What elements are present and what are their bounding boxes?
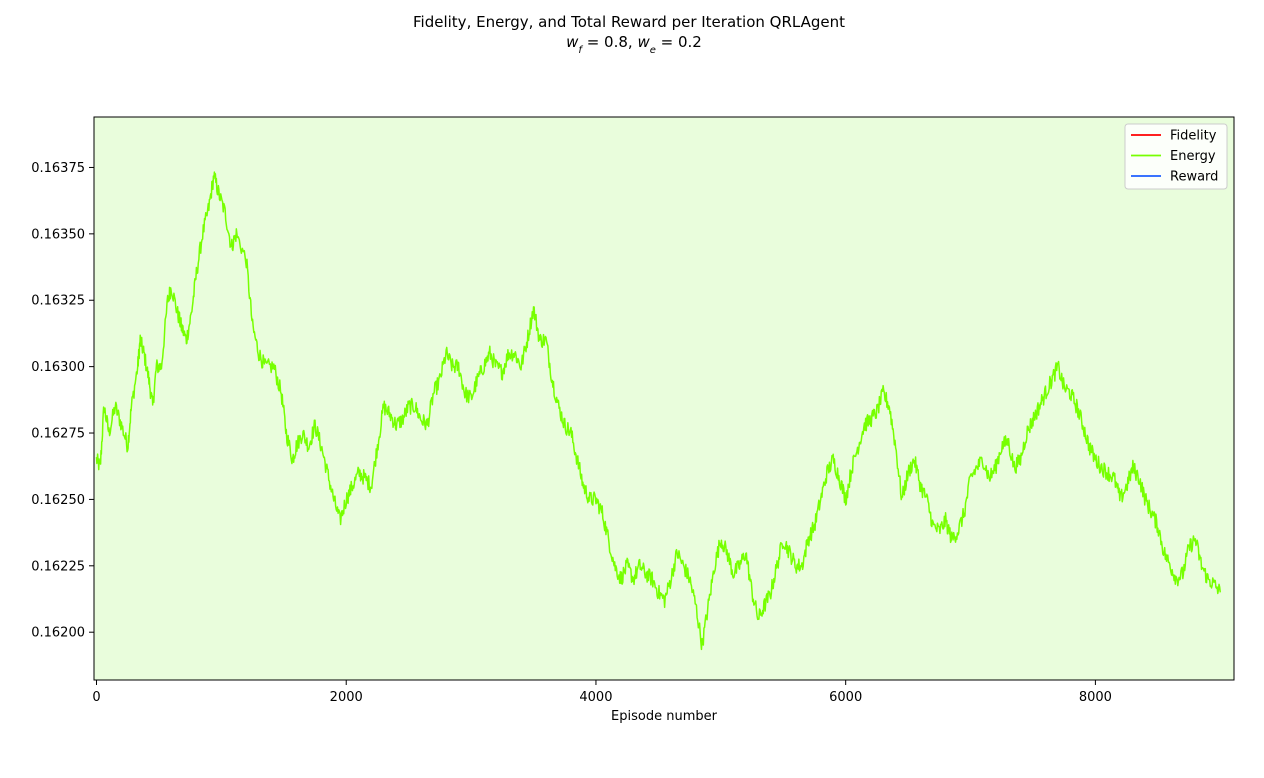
chart-subtitle: wf = 0.8, we = 0.2 — [566, 33, 702, 56]
x-tick-label: 6000 — [829, 690, 862, 705]
y-tick-label: 0.16275 — [31, 427, 85, 442]
series-line-energy — [95, 171, 1222, 651]
legend-label-energy: Energy — [1170, 149, 1216, 164]
y-tick-label: 0.16350 — [31, 227, 85, 242]
legend: Fidelity Energy Reward — [1124, 123, 1228, 190]
legend-label-reward: Reward — [1170, 170, 1218, 185]
subtitle-part: e — [650, 45, 656, 56]
y-axis: 0.16200 0.16225 0.16250 0.16275 0.16300 0.163… — [31, 161, 94, 641]
x-axis: 0 2000 4000 6000 8000 — [92, 680, 1112, 705]
x-tick-label: 4000 — [579, 690, 612, 705]
legend-box — [1124, 123, 1228, 190]
plot-frame — [93, 116, 1235, 681]
x-tick-label: 2000 — [330, 690, 363, 705]
subtitle-part: w — [566, 33, 579, 51]
y-tick-label: 0.16375 — [31, 161, 85, 176]
subtitle-part: = 0.8, — [582, 33, 638, 51]
series-layer — [95, 171, 1222, 651]
y-tick-label: 0.16250 — [31, 493, 85, 508]
legend-label-fidelity: Fidelity — [1170, 129, 1217, 144]
y-tick-label: 0.16300 — [31, 360, 85, 375]
x-tick-label: 0 — [92, 690, 100, 705]
chart-title: Fidelity, Energy, and Total Reward per I… — [413, 13, 845, 31]
subtitle-part: = 0.2 — [656, 33, 702, 51]
subtitle-part: f — [578, 45, 583, 56]
x-tick-label: 8000 — [1079, 690, 1112, 705]
subtitle-part: w — [637, 33, 650, 51]
y-tick-label: 0.16225 — [31, 559, 85, 574]
y-tick-label: 0.16200 — [31, 626, 85, 641]
x-axis-label: Episode number — [611, 709, 718, 724]
y-tick-label: 0.16325 — [31, 294, 85, 309]
